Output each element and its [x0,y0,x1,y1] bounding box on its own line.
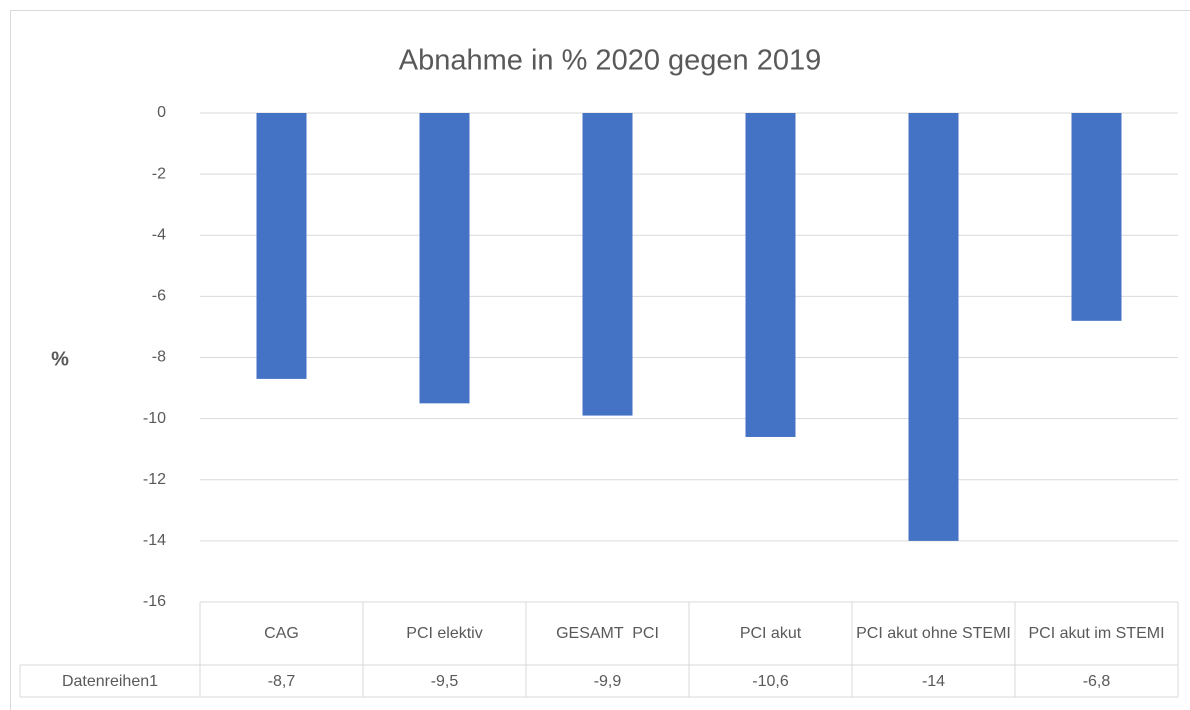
data-label: -6,8 [1082,672,1111,690]
y-tick-label: -12 [143,471,166,488]
data-label: -9,9 [593,672,622,690]
x-tick-label: PCI akut im STEMI [1028,625,1165,642]
data-label: -14 [921,672,946,690]
y-tick-label: 0 [157,104,166,121]
data-label: -8,7 [267,672,296,690]
y-tick-label: -4 [152,226,166,243]
chart-title: Abnahme in % 2020 gegen 2019 [399,45,821,77]
x-tick-label: GESAMT PCI [556,625,659,642]
y-tick-label: -14 [143,532,166,549]
x-tick-label: PCI akut [739,625,802,642]
x-tick-label: PCI elektiv [406,625,483,642]
y-axis-label: % [51,348,69,370]
y-tick-label: -16 [143,593,166,610]
bar [256,113,307,379]
bar [419,113,470,404]
y-tick-label: -2 [152,165,166,182]
y-tick-label: -8 [152,349,166,366]
y-tick-label: -10 [143,410,166,427]
bar [908,113,959,541]
data-label: -9,5 [430,672,459,690]
legend-label: Datenreihen1 [61,672,159,690]
data-label: -10,6 [752,672,789,690]
bar [1071,113,1122,321]
chart-border [10,10,1190,710]
bar [745,113,796,437]
x-tick-label: CAG [264,625,299,642]
x-tick-label: PCI akut ohne STEMI [856,625,1011,642]
bar [582,113,633,416]
y-tick-label: -6 [152,288,166,305]
